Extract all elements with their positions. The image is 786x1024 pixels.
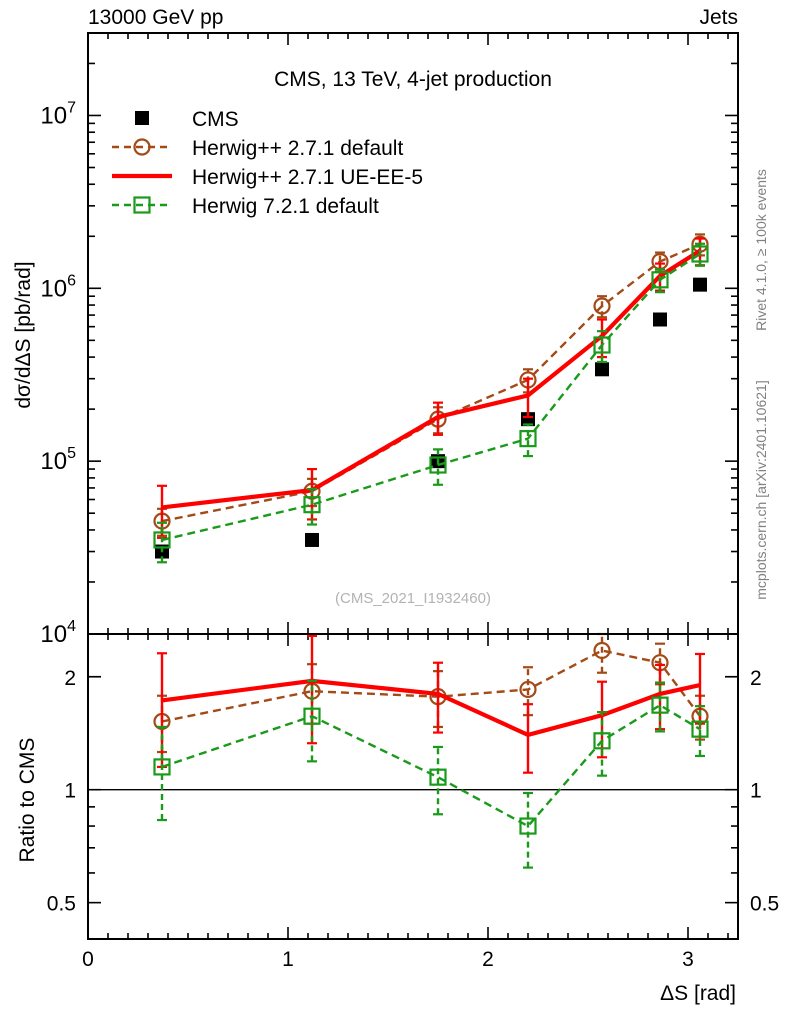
ratio-y-tick-label: 2 — [64, 667, 76, 690]
legend-item[interactable]: Herwig++ 2.7.1 UE-EE-5 — [112, 166, 423, 189]
ratio-panel-ticks — [87, 634, 738, 940]
series-line — [161, 243, 701, 523]
ratio-panel-data — [153, 632, 709, 869]
main-y-axis-title: dσ/dΔS [pb/rad] — [12, 261, 35, 408]
x-tick-label: 1 — [282, 948, 294, 971]
ratio-point-marker — [303, 707, 321, 725]
legend-marker — [133, 196, 151, 214]
data-point-marker — [653, 312, 667, 327]
ratio-point-marker — [153, 758, 171, 776]
legend[interactable]: CMS Herwig++ 2.7.1 default Herwig++ 2.7.1 … — [112, 108, 423, 218]
side-label-rivet: Rivet 4.1.0, ≥ 100k events — [753, 169, 769, 331]
page-title: CMS, 13 TeV, 4-jet production — [274, 68, 552, 91]
legend-marker — [133, 138, 151, 156]
ratio-y-tick-label-right: 2 — [750, 667, 762, 690]
ratio-series-line — [161, 678, 701, 738]
legend-label: CMS — [192, 108, 239, 131]
x-tick-label: 0 — [82, 948, 94, 971]
header-right: Jets — [699, 6, 738, 29]
ratio-point-marker — [429, 768, 447, 786]
data-point-marker — [651, 271, 669, 289]
ratio-y-tick-label-right: 1 — [750, 780, 762, 803]
x-axis-title: ΔS [rad] — [660, 982, 736, 1005]
data-point-marker — [519, 430, 537, 448]
header-left: 13000 GeV pp — [88, 6, 223, 29]
ratio-point-marker — [519, 680, 537, 699]
main-panel-frame — [87, 32, 739, 635]
side-label-mcplots: mcplots.cern.ch [arXiv:2401.10621] — [753, 380, 769, 599]
main-y-tick-label: 105 — [40, 445, 76, 475]
x-tick-label: 2 — [482, 948, 494, 971]
legend-item[interactable]: Herwig 7.2.1 default — [112, 195, 379, 218]
legend-marker — [135, 111, 149, 125]
ratio-series-line — [161, 703, 701, 828]
tick-labels: 0 1 2 3 104 105 106 107 0.5 0.5 1 1 2 2 — [40, 99, 779, 971]
data-point-marker — [691, 245, 709, 263]
legend-label: Herwig 7.2.1 default — [192, 195, 379, 218]
watermark-label: (CMS_2021_I1932460) — [335, 590, 491, 607]
main-y-tick-label: 107 — [40, 99, 76, 129]
data-point-marker — [305, 532, 319, 547]
ratio-point-marker — [519, 817, 537, 835]
ratio-point-marker — [593, 641, 611, 660]
ratio-point-marker — [651, 696, 669, 714]
legend-label: Herwig++ 2.7.1 UE-EE-5 — [192, 166, 423, 189]
main-panel-data — [153, 233, 709, 564]
main-y-tick-label: 104 — [40, 618, 76, 648]
ratio-y-tick-label: 1 — [64, 780, 76, 803]
ratio-y-axis-title: Ratio to CMS — [16, 738, 39, 863]
ratio-panel-frame — [87, 633, 739, 940]
main-y-tick-label: 106 — [40, 272, 76, 302]
data-point-marker — [429, 456, 447, 474]
data-point-marker — [153, 531, 171, 549]
legend-label: Herwig++ 2.7.1 default — [192, 137, 403, 160]
data-point-marker — [693, 277, 707, 292]
x-tick-label: 3 — [682, 948, 694, 971]
main-panel-ticks — [87, 32, 738, 635]
legend-item[interactable]: CMS — [135, 108, 239, 131]
data-point-marker — [593, 297, 611, 315]
ratio-point-marker — [593, 732, 611, 750]
ratio-point-marker — [691, 720, 709, 738]
data-point-marker — [595, 362, 609, 377]
legend-item[interactable]: Herwig++ 2.7.1 default — [112, 137, 403, 160]
data-point-marker — [521, 412, 535, 427]
data-point-marker — [303, 496, 321, 514]
ratio-y-tick-label-right: 0.5 — [750, 893, 779, 916]
ratio-y-tick-label: 0.5 — [47, 893, 76, 916]
data-point-marker — [593, 336, 611, 354]
